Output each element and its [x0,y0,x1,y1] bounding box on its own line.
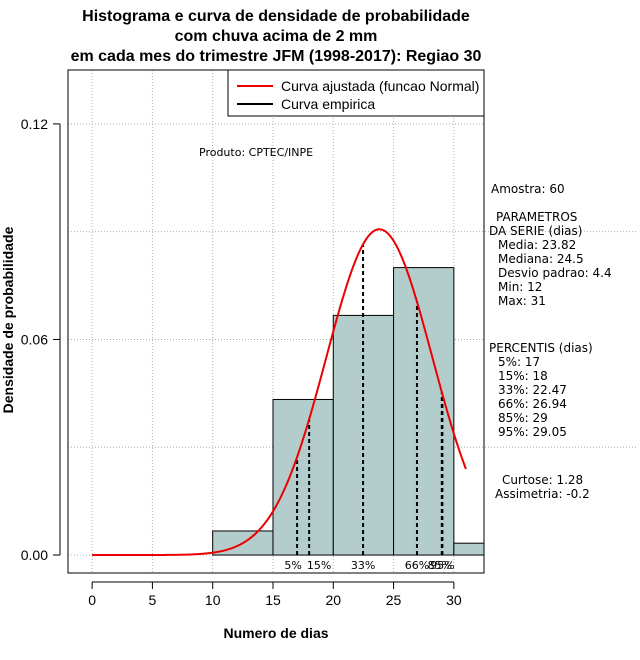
histogram-bar [272,398,334,556]
y-tick-label: 0.06 [21,331,48,347]
histogram-bars [212,267,484,556]
kurtosis: Curtose: 1.28 [502,473,583,487]
x-tick-label: 0 [88,592,96,608]
percentile-label: 66% [405,559,429,572]
percentile-lines: 5% 15% 33% 66%85%95% [284,244,455,572]
y-tick-label: 0.12 [21,116,48,132]
percentile-label: 15% [307,559,331,572]
param-median: Mediana: 24.5 [498,252,584,266]
percentile-label: 85% [428,559,452,572]
legend: Curva ajustada (funcao Normal) Curva emp… [227,69,485,117]
histogram-bar [453,542,484,556]
percentile-label: 33% [351,559,375,572]
x-tick-label: 30 [446,592,462,608]
chart-title-line-1: Histograma e curva de densidade de proba… [82,8,470,25]
product-annotation: Produto: CPTEC/INPE [199,146,313,159]
params-title-1: PARAMETROS [496,210,577,224]
chart-title-line-3: em cada mes do trimestre JFM (1998-2017)… [71,48,482,65]
param-mean: Media: 23.82 [498,238,576,252]
percentil-85: 85%: 29 [498,411,548,425]
y-axis: 0.00 0.06 0.12 [21,116,61,563]
skewness: Assimetria: -0.2 [495,487,590,501]
y-tick-label: 0.00 [21,547,48,563]
legend-label-empirical: Curva empirica [281,96,375,112]
chart-title-line-2: com chuva acima de 2 mm [175,28,378,45]
normal-curve-layer [92,228,467,557]
percentile-label: 5% [284,559,301,572]
histogram-bar [393,267,455,556]
x-tick-label: 15 [265,592,281,608]
normal-curve [92,228,467,557]
params-title-2: DA SERIE (dias) [489,224,582,238]
x-tick-label: 20 [325,592,341,608]
param-max: Max: 31 [498,294,546,308]
percentis-title: PERCENTIS (dias) [489,341,593,355]
y-axis-label: Densidade de probabilidade [0,226,16,413]
percentil-5: 5%: 17 [498,355,540,369]
percentil-66: 66%: 26.94 [498,397,567,411]
sample-size: Amostra: 60 [491,182,565,196]
legend-box [227,69,485,117]
x-axis: 0 5 10 15 20 25 30 [88,581,462,608]
percentile-label: 95% [430,559,454,572]
x-tick-label: 25 [386,592,402,608]
x-tick-label: 5 [149,592,157,608]
percentil-33: 33%: 22.47 [498,383,567,397]
x-tick-label: 10 [205,592,221,608]
legend-label-normal: Curva ajustada (funcao Normal) [281,78,479,94]
x-axis-label: Numero de dias [223,625,328,641]
side-stats-panel: Amostra: 60 PARAMETROS DA SERIE (dias) M… [489,182,612,501]
percentil-95: 95%: 29.05 [498,425,567,439]
param-min: Min: 12 [498,280,542,294]
percentil-15: 15%: 18 [498,369,548,383]
param-stddev: Desvio padrao: 4.4 [498,266,612,280]
